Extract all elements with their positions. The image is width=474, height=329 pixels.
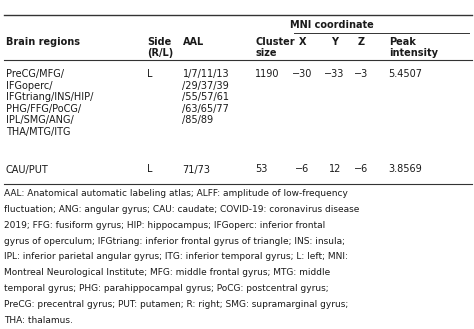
Text: X: X (299, 37, 306, 47)
Text: −6: −6 (354, 164, 368, 174)
Text: L: L (147, 164, 153, 174)
Text: AAL: Anatomical automatic labeling atlas; ALFF: amplitude of low-frequency: AAL: Anatomical automatic labeling atlas… (4, 189, 347, 198)
Text: −3: −3 (354, 69, 368, 79)
Text: Side
(R/L): Side (R/L) (147, 37, 173, 59)
Text: AAL: AAL (182, 37, 204, 47)
Text: 2019; FFG: fusiform gyrus; HIP: hippocampus; IFGoperc: inferior frontal: 2019; FFG: fusiform gyrus; HIP: hippocam… (4, 221, 325, 230)
Text: PreCG: precentral gyrus; PUT: putamen; R: right; SMG: supramarginal gyrus;: PreCG: precentral gyrus; PUT: putamen; R… (4, 300, 348, 309)
Text: PreCG/MFG/
IFGoperc/
IFGtriang/INS/HIP/
PHG/FFG/PoCG/
IPL/SMG/ANG/
THA/MTG/ITG: PreCG/MFG/ IFGoperc/ IFGtriang/INS/HIP/ … (6, 69, 93, 137)
Text: −6: −6 (295, 164, 310, 174)
Text: Brain regions: Brain regions (6, 37, 80, 47)
Text: 12: 12 (328, 164, 341, 174)
Text: THA: thalamus.: THA: thalamus. (4, 316, 73, 324)
Text: Peak
intensity: Peak intensity (389, 37, 438, 59)
Text: CAU/PUT: CAU/PUT (6, 164, 48, 174)
Text: 53: 53 (255, 164, 267, 174)
Text: −30: −30 (292, 69, 312, 79)
Text: temporal gyrus; PHG: parahippocampal gyrus; PoCG: postcentral gyrus;: temporal gyrus; PHG: parahippocampal gyr… (4, 284, 328, 293)
Text: fluctuation; ANG: angular gyrus; CAU: caudate; COVID-19: coronavirus disease: fluctuation; ANG: angular gyrus; CAU: ca… (4, 205, 359, 214)
Text: 71/73: 71/73 (182, 164, 210, 174)
Text: IPL: inferior parietal angular gyrus; ITG: inferior temporal gyrus; L: left; MNI: IPL: inferior parietal angular gyrus; IT… (4, 252, 347, 261)
Text: MNI coordinate: MNI coordinate (290, 20, 374, 30)
Text: Montreal Neurological Institute; MFG: middle frontal gyrus; MTG: middle: Montreal Neurological Institute; MFG: mi… (4, 268, 330, 277)
Text: gyrus of operculum; IFGtriang: inferior frontal gyrus of triangle; INS: insula;: gyrus of operculum; IFGtriang: inferior … (4, 237, 345, 245)
Text: 5.4507: 5.4507 (389, 69, 423, 79)
Text: L: L (147, 69, 153, 79)
Text: 1/7/11/13
/29/37/39
/55/57/61
/63/65/77
/85/89: 1/7/11/13 /29/37/39 /55/57/61 /63/65/77 … (182, 69, 229, 125)
Text: −33: −33 (325, 69, 345, 79)
Text: 3.8569: 3.8569 (389, 164, 422, 174)
Text: 1190: 1190 (255, 69, 280, 79)
Text: Cluster
size: Cluster size (255, 37, 295, 59)
Text: Z: Z (357, 37, 365, 47)
Text: Y: Y (331, 37, 338, 47)
